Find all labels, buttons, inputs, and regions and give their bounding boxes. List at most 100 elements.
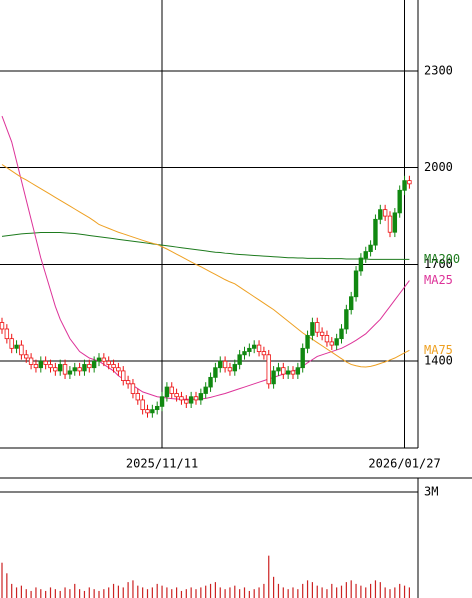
candle-body bbox=[67, 370, 73, 375]
candle-body bbox=[9, 338, 14, 349]
candle-body bbox=[203, 386, 208, 394]
volume-bar bbox=[74, 583, 76, 598]
volume-bar bbox=[64, 587, 66, 598]
volume-bar bbox=[151, 587, 153, 598]
candle-body bbox=[150, 409, 155, 414]
volume-bar bbox=[1, 562, 3, 598]
candle-body bbox=[319, 331, 325, 336]
volume-bar bbox=[253, 589, 255, 598]
candle-body bbox=[188, 396, 194, 404]
volume-bar bbox=[224, 589, 226, 598]
candle-body bbox=[24, 354, 29, 359]
volume-bar bbox=[195, 589, 197, 598]
volume-bar bbox=[258, 587, 260, 598]
candle-body bbox=[116, 367, 121, 372]
candle-body bbox=[72, 367, 77, 372]
candle-body bbox=[159, 396, 165, 407]
volume-bar bbox=[83, 590, 86, 598]
candle-body bbox=[290, 370, 296, 375]
volume-bar bbox=[355, 583, 357, 598]
volume-bar bbox=[142, 587, 144, 598]
candle-body bbox=[14, 344, 19, 349]
candle-body bbox=[271, 370, 276, 385]
candle-body bbox=[125, 380, 131, 385]
candle-body bbox=[281, 367, 286, 375]
candle-body bbox=[242, 351, 247, 356]
candle-body bbox=[266, 354, 271, 385]
candle-body bbox=[33, 364, 39, 369]
volume-bar bbox=[30, 590, 32, 598]
candle-body bbox=[218, 360, 223, 369]
y-tick-label: 1400 bbox=[424, 354, 453, 368]
candle-body bbox=[378, 209, 383, 220]
volume-bar bbox=[370, 583, 372, 598]
volume-bar bbox=[132, 580, 134, 598]
volume-bar bbox=[185, 589, 187, 598]
volume-bar bbox=[161, 585, 163, 598]
volume-bar bbox=[156, 583, 158, 598]
volume-bar bbox=[79, 589, 81, 598]
candle-body bbox=[363, 251, 368, 259]
volume-bar bbox=[365, 587, 367, 598]
candle-body bbox=[62, 364, 68, 375]
candle-body bbox=[251, 344, 257, 349]
volume-bar bbox=[374, 580, 377, 598]
candle-body bbox=[237, 354, 242, 365]
volume-bar bbox=[35, 587, 37, 598]
candle-body bbox=[198, 393, 204, 401]
volume-bar bbox=[127, 582, 129, 598]
candle-body bbox=[310, 322, 315, 336]
volume-bar bbox=[408, 587, 410, 598]
volume-bar bbox=[399, 583, 401, 598]
candle-body bbox=[334, 338, 339, 346]
candle-body bbox=[232, 364, 237, 372]
candle-body bbox=[87, 364, 92, 369]
candle-body bbox=[121, 370, 126, 381]
volume-bar bbox=[219, 587, 221, 598]
volume-bar bbox=[137, 585, 139, 598]
candle-body bbox=[28, 357, 34, 365]
volume-bar bbox=[20, 585, 22, 598]
candle-body bbox=[58, 364, 63, 372]
candle-body bbox=[38, 360, 43, 369]
volume-bar bbox=[98, 590, 100, 598]
candle-body bbox=[285, 370, 291, 375]
candle-body bbox=[382, 209, 388, 217]
volume-bar bbox=[326, 589, 328, 598]
volume-bar bbox=[360, 585, 362, 598]
candle-body bbox=[305, 335, 310, 349]
x-tick-label: 2025/11/11 bbox=[126, 457, 198, 471]
legend-label: MA75 bbox=[424, 343, 453, 357]
volume-bar bbox=[263, 583, 265, 598]
volume-bar bbox=[306, 580, 309, 598]
volume-bar bbox=[214, 582, 216, 598]
candle-body bbox=[315, 322, 320, 333]
candle-body bbox=[324, 335, 330, 343]
volume-bar bbox=[316, 585, 318, 598]
volume-bar bbox=[15, 587, 18, 598]
volume-bar bbox=[282, 587, 284, 598]
volume-bar bbox=[345, 582, 347, 598]
candle-body bbox=[77, 367, 82, 372]
volume-bar bbox=[239, 589, 241, 598]
candle-body bbox=[154, 405, 160, 411]
candle-body bbox=[276, 367, 281, 372]
x-tick-label: 2026/01/27 bbox=[368, 457, 440, 471]
volume-bar bbox=[331, 583, 333, 598]
candle-body bbox=[53, 367, 58, 372]
candle-body bbox=[407, 180, 412, 185]
volume-bar bbox=[146, 589, 149, 598]
candle-body bbox=[140, 399, 145, 411]
candle-body bbox=[135, 393, 140, 401]
volume-bar bbox=[25, 589, 27, 598]
volume-bar bbox=[103, 589, 105, 598]
ma-line bbox=[1, 232, 410, 260]
volume-bar bbox=[297, 589, 299, 598]
volume-bar bbox=[122, 587, 124, 598]
legend-label: MA25 bbox=[424, 273, 453, 287]
volume-bar bbox=[49, 587, 52, 598]
candle-body bbox=[179, 396, 184, 401]
candle-body bbox=[43, 360, 48, 365]
candle-body bbox=[353, 270, 359, 298]
